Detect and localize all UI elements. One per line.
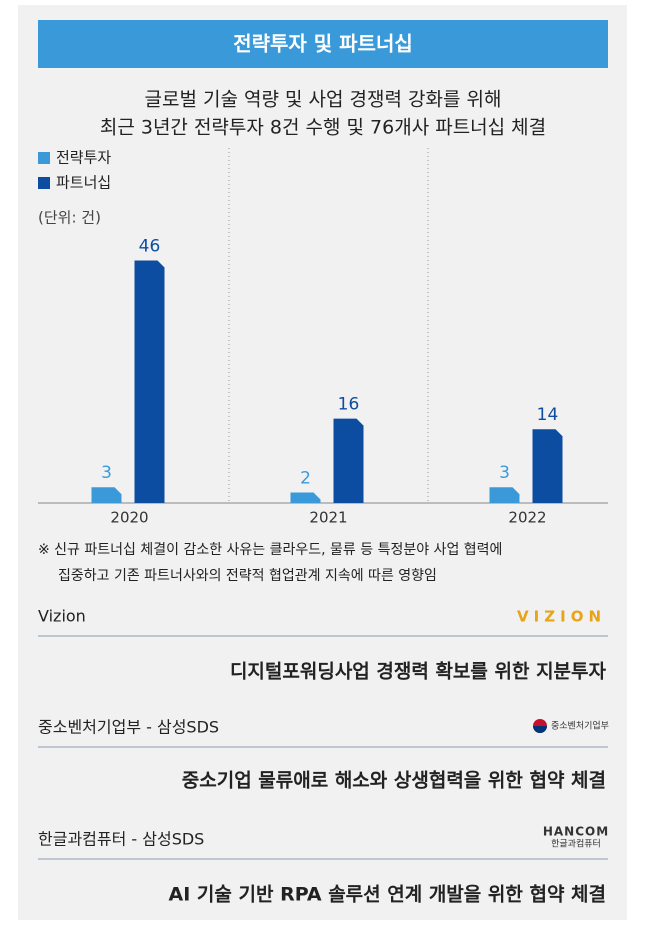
- legend-swatch: [38, 177, 50, 189]
- value-label: 16: [338, 395, 360, 415]
- item-title: 중소기업 물류애로 해소와 상생협력을 위한 협약 체결: [182, 770, 606, 792]
- subtitle: 최근 3년간 전략투자 8건 수행 및 76개사 파트너십 체결: [100, 117, 546, 139]
- note: ※ 신규 파트너십 체결이 감소한 사유는 클라우드, 물류 등 특정분야 사업…: [38, 542, 502, 558]
- value-label: 3: [499, 463, 510, 483]
- bar: [489, 487, 520, 503]
- panel: [18, 5, 627, 920]
- x-tick-label: 2022: [508, 509, 546, 527]
- bar: [290, 492, 321, 503]
- subtitle: 글로벌 기술 역량 및 사업 경쟁력 강화를 위해: [145, 89, 502, 111]
- bar: [134, 260, 165, 503]
- logo: 중소벤처기업부: [551, 720, 609, 732]
- partner-name: 중소벤처기업부 - 삼성SDS: [38, 718, 219, 737]
- partner-name: Vizion: [38, 607, 86, 626]
- value-label: 2: [300, 468, 311, 488]
- logo: 한글과컴퓨터: [551, 838, 601, 850]
- bar: [333, 418, 364, 503]
- legend-label: 파트너십: [56, 174, 111, 192]
- bar: [91, 487, 122, 503]
- value-label: 14: [537, 405, 559, 425]
- legend-label: 전략투자: [56, 149, 111, 167]
- logo-mark: [533, 726, 547, 733]
- unit-label: (단위: 건): [38, 209, 101, 227]
- legend-swatch: [38, 152, 50, 164]
- header-title: 전략투자 및 파트너십: [233, 32, 413, 56]
- logo: HANCOM: [543, 825, 609, 839]
- partner-name: 한글과컴퓨터 - 삼성SDS: [38, 830, 204, 849]
- logo: VIZION: [517, 608, 606, 626]
- x-tick-label: 2021: [309, 509, 347, 527]
- value-label: 46: [139, 237, 161, 257]
- note: 집중하고 기존 파트너사와의 전략적 협업관계 지속에 따른 영향임: [58, 568, 437, 584]
- header-bar: [38, 20, 608, 68]
- x-tick-label: 2020: [110, 509, 148, 527]
- item-title: 디지털포워딩사업 경쟁력 확보를 위한 지분투자: [230, 660, 607, 683]
- bar: [532, 429, 563, 503]
- item-title: AI 기술 기반 RPA 솔루션 연계 개발을 위한 협약 체결: [169, 884, 606, 906]
- value-label: 3: [101, 463, 112, 483]
